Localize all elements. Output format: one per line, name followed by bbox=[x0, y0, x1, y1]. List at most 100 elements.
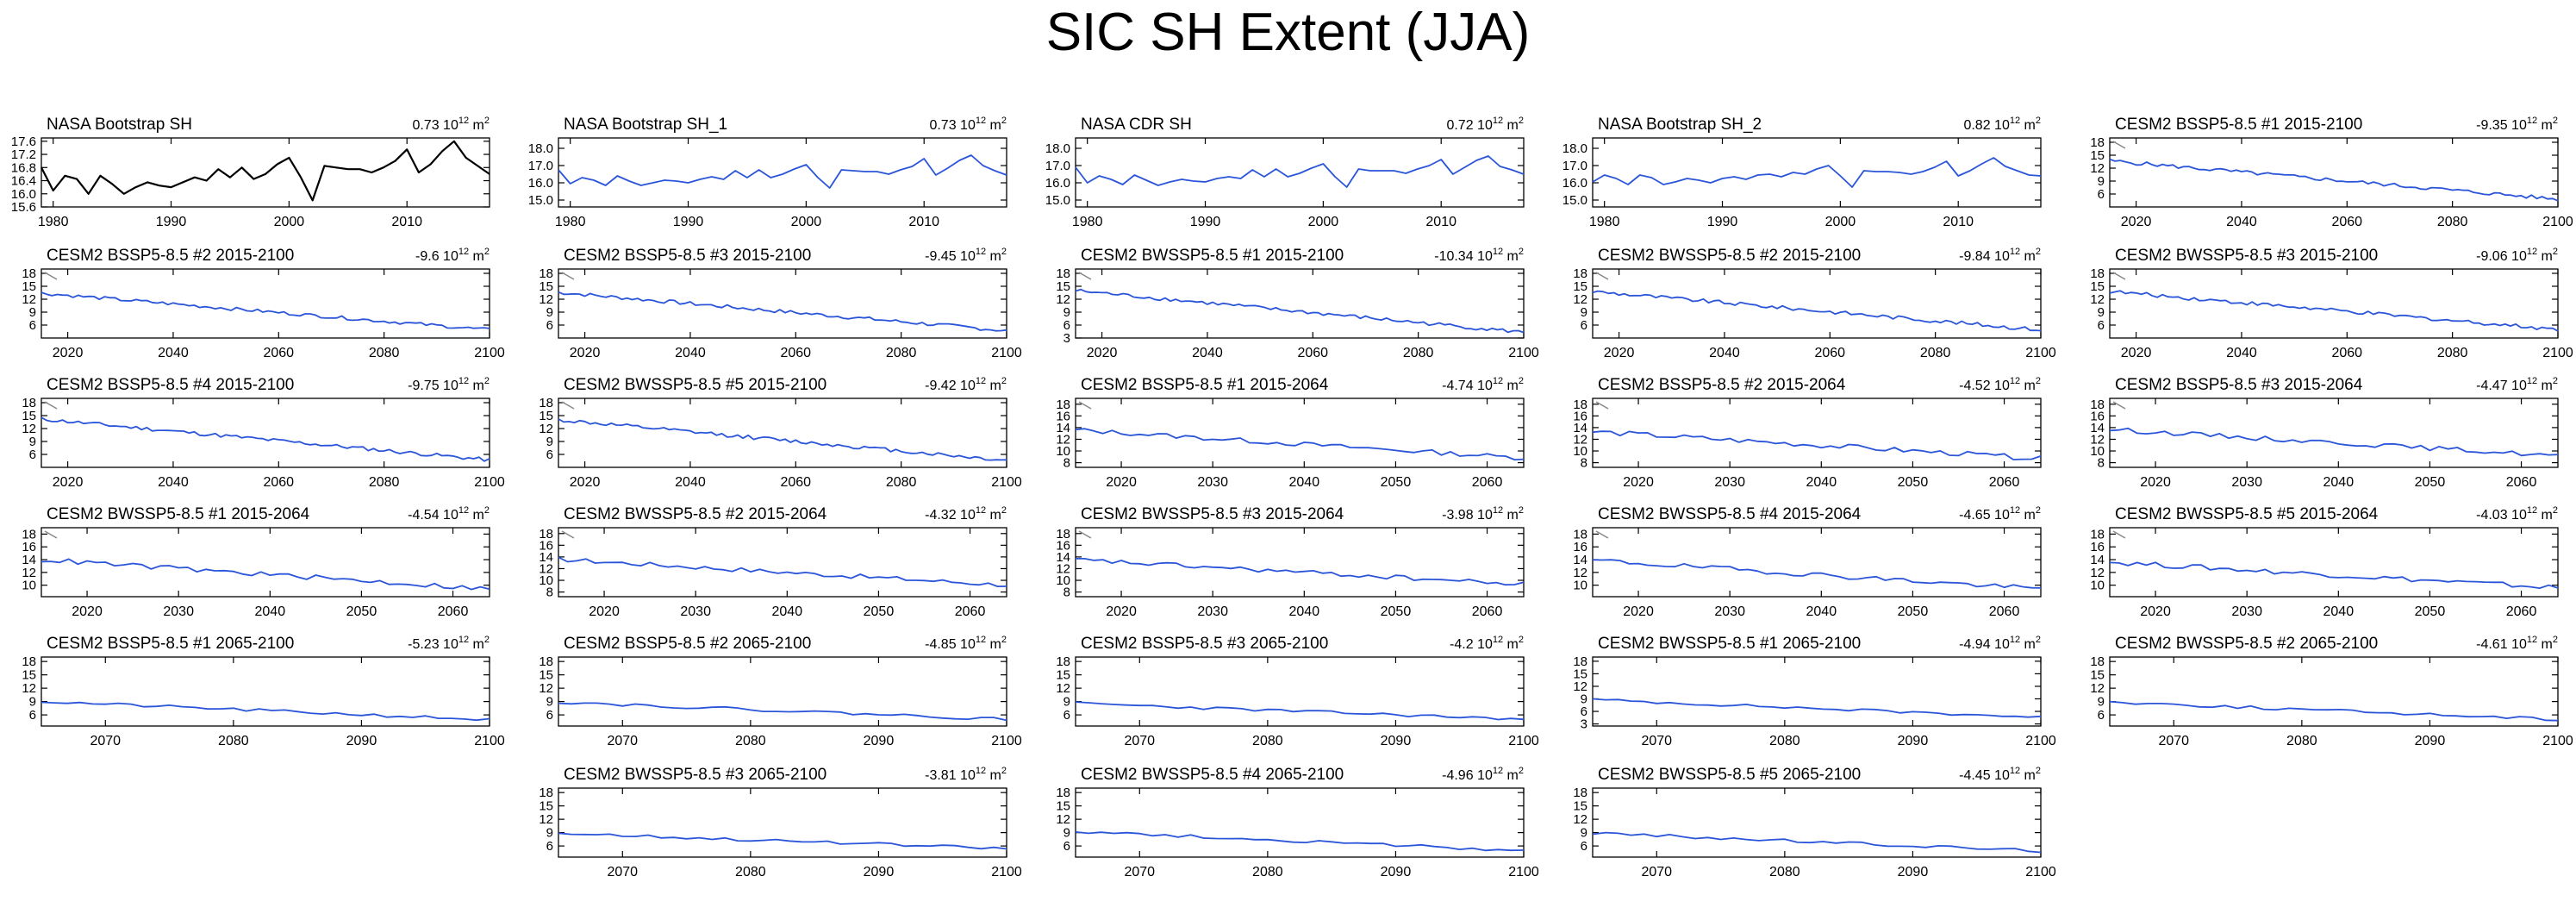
x-tick-label: 2020 bbox=[53, 475, 84, 490]
x-tick-label: 2070 bbox=[1641, 734, 1672, 748]
y-tick-label: 12 bbox=[539, 812, 553, 827]
y-tick-label: 9 bbox=[1581, 692, 1587, 706]
chart-panel: CESM2 BWSSP5-8.5 #5 2015-2100 -9.42 1012 … bbox=[539, 376, 1022, 490]
panel-title: CESM2 BSSP5-8.5 #3 2015-2100 bbox=[564, 247, 811, 265]
trend-annotation: -4.74 1012 m2 bbox=[1442, 376, 1524, 393]
x-tick-label: 2100 bbox=[1508, 346, 1539, 360]
x-tick-label: 2100 bbox=[2542, 734, 2573, 748]
x-tick-label: 1990 bbox=[1190, 215, 1221, 229]
x-tick-label: 2020 bbox=[589, 604, 620, 619]
x-tick-label: 2090 bbox=[1898, 734, 1929, 748]
x-tick-label: 2010 bbox=[908, 215, 939, 229]
panel-title: CESM2 BWSSP5-8.5 #5 2065-2100 bbox=[1598, 766, 1861, 784]
y-tick-label: 6 bbox=[1063, 839, 1070, 854]
y-tick-label: 18 bbox=[539, 654, 553, 669]
y-tick-label: 16 bbox=[1573, 540, 1587, 554]
series-line bbox=[558, 154, 1007, 189]
y-tick-label: 18 bbox=[1573, 527, 1587, 542]
x-tick-label: 2000 bbox=[274, 215, 305, 229]
series-line bbox=[1075, 288, 1525, 334]
panel-title: CESM2 BSSP5-8.5 #1 2015-2100 bbox=[2115, 116, 2362, 134]
y-tick-label: 6 bbox=[546, 448, 553, 462]
y-tick-label: 15 bbox=[539, 279, 553, 294]
x-tick-label: 2100 bbox=[2542, 346, 2573, 360]
chart-panel: CESM2 BSSP5-8.5 #2 2015-2064 -4.52 1012 m… bbox=[1573, 376, 2042, 490]
plot-frame bbox=[558, 398, 1007, 468]
y-tick-label: 18 bbox=[1056, 266, 1070, 281]
y-tick-label: 15 bbox=[1056, 799, 1070, 814]
x-tick-label: 2040 bbox=[2323, 604, 2355, 619]
y-tick-label: 10 bbox=[1573, 579, 1587, 593]
y-tick-label: 8 bbox=[1581, 456, 1587, 471]
x-tick-label: 2060 bbox=[2331, 346, 2362, 360]
chart-panel: CESM2 BSSP5-8.5 #3 2065-2100 -4.2 1012 m2… bbox=[1056, 635, 1539, 748]
x-tick-label: 1990 bbox=[1707, 215, 1738, 229]
panel-title: CESM2 BSSP5-8.5 #2 2015-2064 bbox=[1598, 376, 1846, 394]
y-tick-label: 12 bbox=[1056, 432, 1070, 447]
trend-annotation: -3.81 1012 m2 bbox=[925, 766, 1007, 783]
y-tick-label: 6 bbox=[546, 318, 553, 333]
x-tick-label: 2080 bbox=[1252, 734, 1283, 748]
x-tick-label: 2050 bbox=[864, 604, 895, 619]
chart-panel: CESM2 BWSSP5-8.5 #3 2015-2064 -3.98 1012 … bbox=[1056, 505, 1525, 619]
y-tick-label: 18 bbox=[22, 396, 36, 410]
y-tick-label: 18 bbox=[2090, 527, 2105, 542]
x-tick-label: 2040 bbox=[1192, 346, 1223, 360]
x-tick-label: 2020 bbox=[2121, 215, 2152, 229]
x-tick-label: 2030 bbox=[1714, 604, 1745, 619]
series-line bbox=[41, 291, 490, 329]
x-tick-label: 1990 bbox=[673, 215, 704, 229]
x-tick-label: 2050 bbox=[1898, 604, 1929, 619]
x-tick-label: 2020 bbox=[72, 604, 103, 619]
x-tick-label: 2030 bbox=[2231, 604, 2262, 619]
series-line bbox=[41, 701, 490, 722]
trend-annotation: -10.34 1012 m2 bbox=[1434, 247, 1524, 264]
y-tick-label: 6 bbox=[2098, 318, 2105, 333]
y-tick-label: 15 bbox=[1056, 279, 1070, 294]
trend-annotation: -4.65 1012 m2 bbox=[1959, 505, 2041, 523]
y-tick-label: 16 bbox=[2090, 409, 2105, 423]
chart-panel: CESM2 BSSP5-8.5 #1 2065-2100 -5.23 1012 m… bbox=[22, 635, 505, 748]
plot-frame bbox=[2109, 137, 2559, 208]
y-tick-label: 15 bbox=[2090, 668, 2105, 683]
x-tick-label: 2080 bbox=[2437, 215, 2468, 229]
trend-annotation: -4.52 1012 m2 bbox=[1959, 376, 2041, 393]
series-line bbox=[558, 556, 1007, 587]
series-line bbox=[1076, 558, 1525, 586]
y-tick-label: 15 bbox=[1056, 668, 1070, 683]
y-tick-label: 17.0 bbox=[1562, 159, 1587, 173]
series-line bbox=[1075, 428, 1525, 460]
y-tick-label: 12 bbox=[2090, 681, 2105, 696]
y-tick-label: 10 bbox=[539, 573, 553, 588]
x-tick-label: 2020 bbox=[1604, 346, 1635, 360]
y-tick-label: 6 bbox=[1581, 318, 1587, 333]
x-tick-label: 2090 bbox=[1381, 734, 1412, 748]
plot-frame bbox=[558, 656, 1007, 727]
trend-annotation: -4.54 1012 m2 bbox=[408, 505, 490, 523]
y-tick-label: 18 bbox=[1573, 654, 1587, 669]
chart-panel: CESM2 BWSSP5-8.5 #5 2065-2100 -4.45 1012 … bbox=[1573, 766, 2056, 880]
x-tick-label: 2080 bbox=[369, 346, 400, 360]
x-tick-label: 2070 bbox=[2158, 734, 2189, 748]
y-tick-label: 14 bbox=[1573, 421, 1587, 435]
y-tick-label: 16 bbox=[22, 540, 36, 554]
x-tick-label: 2020 bbox=[1087, 346, 1118, 360]
reference-mark bbox=[2112, 141, 2126, 149]
x-tick-label: 2030 bbox=[1197, 604, 1228, 619]
trend-annotation: -3.98 1012 m2 bbox=[1442, 505, 1524, 523]
x-tick-label: 2060 bbox=[263, 475, 294, 490]
y-tick-label: 15 bbox=[22, 668, 36, 683]
y-tick-label: 9 bbox=[1063, 695, 1070, 710]
plot-frame bbox=[558, 137, 1007, 208]
panel-title: CESM2 BWSSP5-8.5 #1 2065-2100 bbox=[1598, 635, 1861, 653]
chart-panel: NASA Bootstrap SH_1 0.73 1012 m2 1980 1990 2… bbox=[528, 116, 1007, 229]
panel-title: CESM2 BSSP5-8.5 #4 2015-2100 bbox=[47, 376, 294, 394]
x-tick-label: 2070 bbox=[90, 734, 121, 748]
panel-title: CESM2 BSSP5-8.5 #2 2015-2100 bbox=[47, 247, 294, 265]
y-tick-label: 12 bbox=[2090, 161, 2105, 176]
x-tick-label: 1980 bbox=[38, 215, 69, 229]
reference-mark bbox=[44, 530, 58, 539]
x-tick-label: 2080 bbox=[1769, 734, 1800, 748]
y-tick-label: 15.0 bbox=[1045, 193, 1070, 208]
y-tick-label: 18 bbox=[1056, 786, 1070, 800]
